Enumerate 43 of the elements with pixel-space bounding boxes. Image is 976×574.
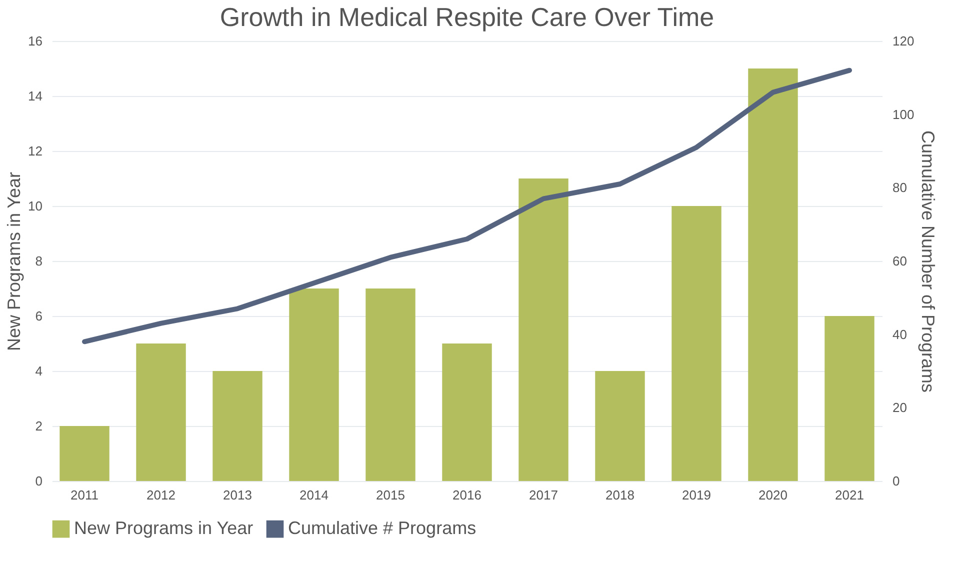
y-tick-label: 10 bbox=[28, 198, 42, 214]
y2-tick-label: 20 bbox=[892, 400, 907, 416]
y2-tick-label: 100 bbox=[892, 106, 914, 122]
bar bbox=[289, 288, 339, 481]
bar bbox=[672, 206, 722, 481]
bar bbox=[595, 371, 645, 481]
y-tick-label: 4 bbox=[35, 364, 42, 378]
bar bbox=[748, 68, 798, 481]
y2-tick-label: 40 bbox=[892, 326, 907, 342]
x-tick-label: 2012 bbox=[146, 488, 176, 502]
y-axis-title: New Programs in Year bbox=[4, 172, 24, 352]
legend-label: Cumulative # Programs bbox=[288, 518, 476, 538]
y-tick-label: 2 bbox=[35, 418, 42, 434]
y2-tick-label: 0 bbox=[892, 474, 900, 488]
y-tick-label: 14 bbox=[28, 88, 42, 104]
legend-label: New Programs in Year bbox=[74, 518, 254, 538]
y2-tick-label: 80 bbox=[892, 180, 907, 196]
y2-tick-label: 120 bbox=[892, 34, 914, 48]
bar bbox=[442, 344, 492, 481]
bar bbox=[136, 344, 186, 481]
chart-title: Growth in Medical Respite Care Over Time bbox=[220, 2, 714, 32]
bar bbox=[518, 178, 568, 481]
y-tick-label: 8 bbox=[35, 254, 42, 268]
bar bbox=[60, 426, 110, 481]
x-tick-label: 2017 bbox=[529, 488, 558, 502]
x-tick-label: 2016 bbox=[452, 488, 482, 502]
x-tick-label: 2021 bbox=[835, 488, 864, 502]
x-tick-label: 2018 bbox=[606, 488, 634, 502]
bar bbox=[212, 371, 262, 481]
y-tick-label: 12 bbox=[28, 144, 42, 158]
x-tick-label: 2019 bbox=[682, 488, 711, 502]
bar bbox=[824, 316, 874, 481]
bar bbox=[366, 288, 416, 481]
x-tick-label: 2014 bbox=[300, 488, 328, 502]
x-tick-label: 2013 bbox=[223, 488, 252, 502]
x-tick-label: 2011 bbox=[70, 488, 98, 502]
y2-axis-title: Cumulative Number of Programs bbox=[918, 130, 938, 393]
y-tick-label: 16 bbox=[28, 34, 42, 48]
y-tick-label: 0 bbox=[35, 474, 42, 488]
x-tick-label: 2020 bbox=[758, 488, 788, 502]
y-tick-label: 6 bbox=[35, 308, 42, 324]
x-tick-label: 2015 bbox=[376, 488, 405, 502]
y2-tick-label: 60 bbox=[892, 254, 907, 268]
